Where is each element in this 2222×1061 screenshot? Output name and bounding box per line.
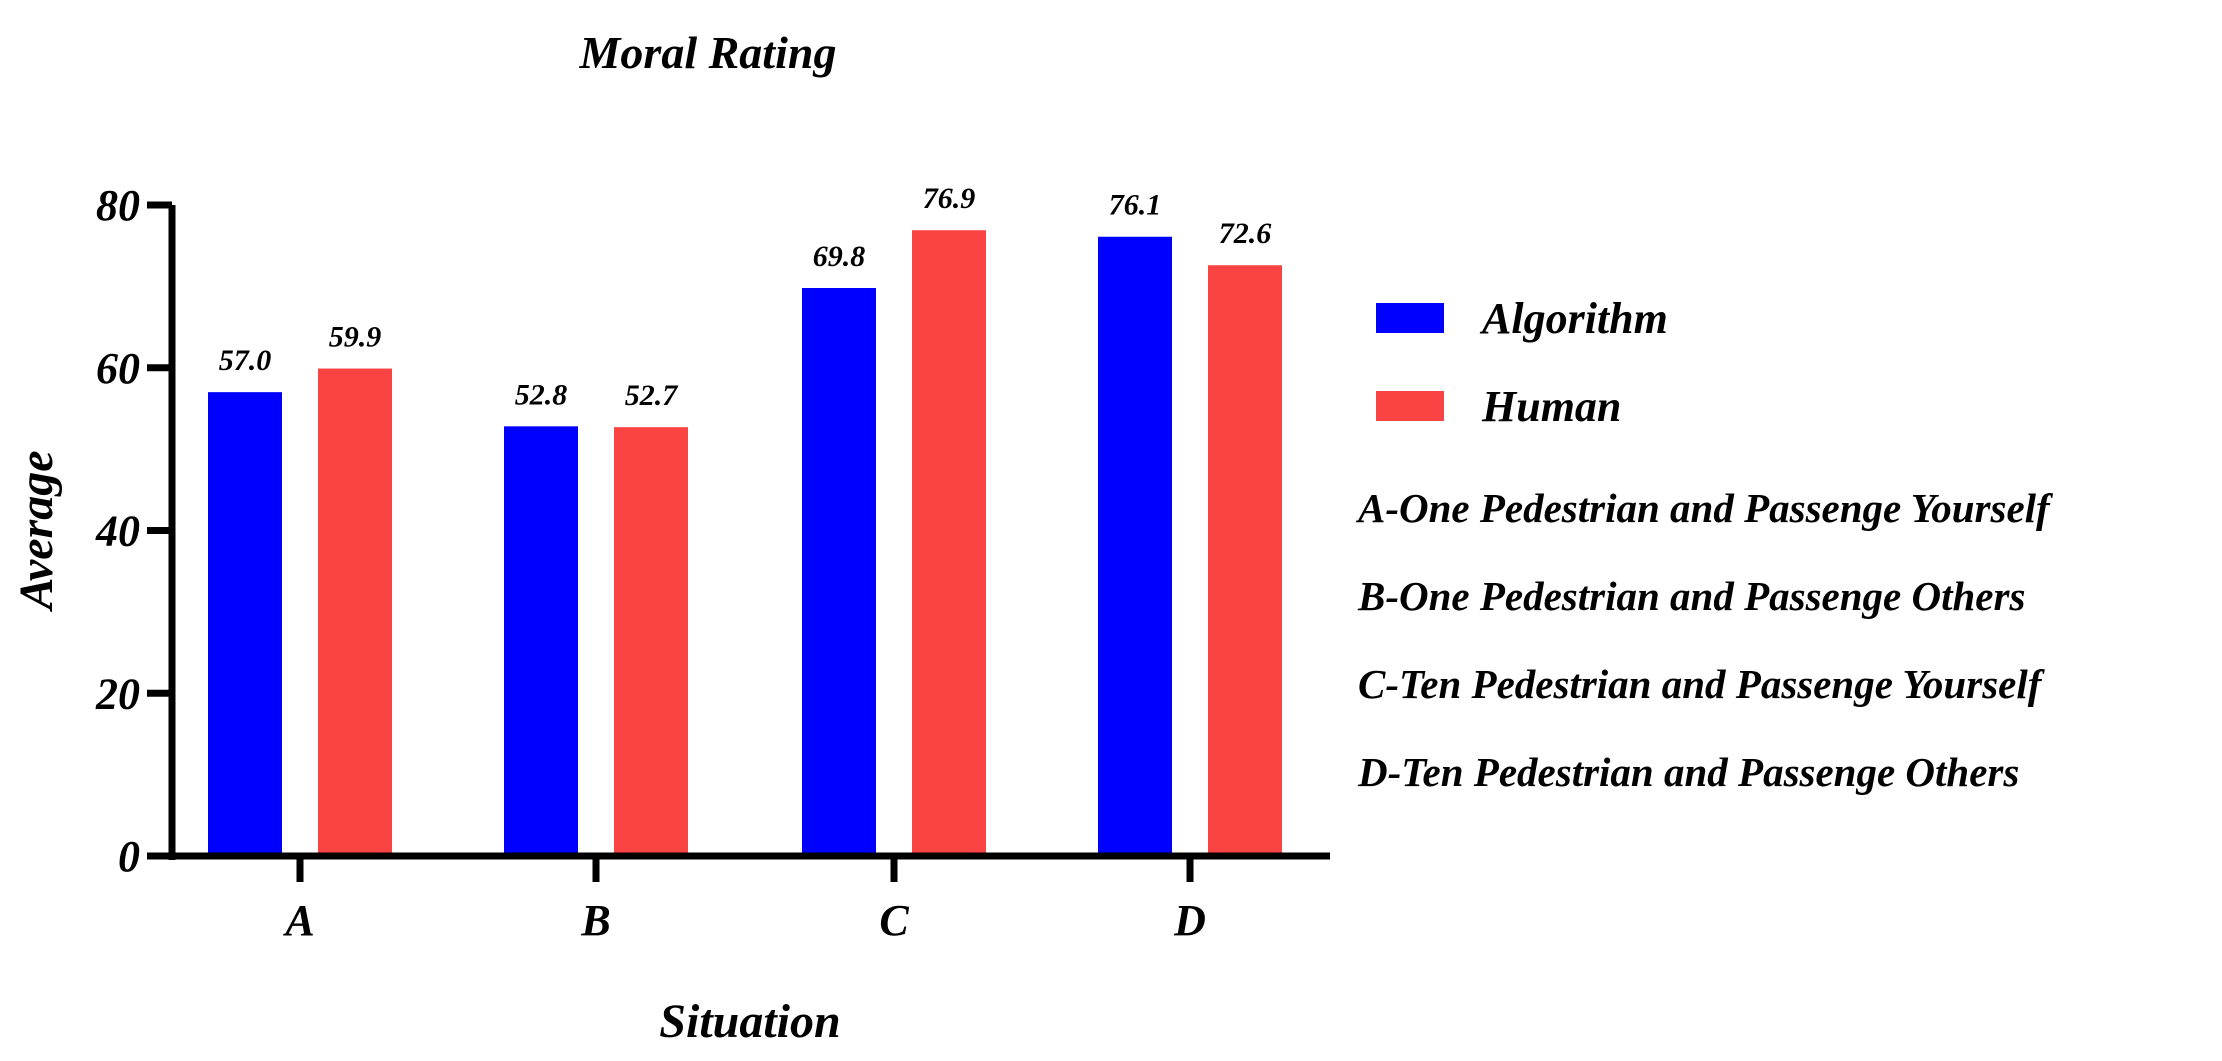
legend: Algorithm Human — [1376, 294, 1668, 431]
x-tick-label: D — [1173, 896, 1206, 945]
bars-layer — [208, 230, 1282, 856]
category-note: C-Ten Pedestrian and Passenge Yourself — [1358, 661, 2046, 707]
y-tick-label: 20 — [95, 669, 140, 718]
chart-title: Moral Rating — [579, 27, 837, 78]
bar-algorithm-b — [504, 426, 578, 856]
y-tick-label: 0 — [118, 832, 140, 881]
legend-swatch-human — [1376, 391, 1444, 421]
y-ticks-layer: 0 20 40 60 80 — [95, 181, 172, 881]
data-label: 69.8 — [813, 240, 866, 273]
x-tick-label: B — [580, 896, 610, 945]
bar-human-b — [614, 427, 688, 856]
bar-human-a — [318, 368, 392, 856]
legend-swatch-algorithm — [1376, 303, 1444, 333]
x-axis-title: Situation — [659, 995, 840, 1048]
data-label: 52.7 — [625, 379, 679, 412]
category-note: A-One Pedestrian and Passenge Yourself — [1355, 485, 2054, 531]
data-label: 59.9 — [329, 321, 382, 354]
bar-algorithm-c — [802, 288, 876, 856]
category-note: B-One Pedestrian and Passenge Others — [1357, 573, 2025, 619]
y-axis-title: Average — [10, 450, 63, 612]
bar-algorithm-a — [208, 392, 282, 856]
x-tick-label: C — [879, 896, 909, 945]
data-label: 72.6 — [1219, 217, 1272, 250]
bar-human-c — [912, 230, 986, 856]
x-tick-label: A — [282, 896, 314, 945]
data-label: 52.8 — [515, 378, 568, 411]
data-label: 76.1 — [1109, 189, 1162, 222]
value-labels-layer: 57.0 59.9 52.8 52.7 69.8 76.9 76.1 72.6 — [219, 182, 1272, 412]
x-ticks-layer: A B C D — [282, 856, 1206, 945]
category-notes: A-One Pedestrian and Passenge Yourself B-… — [1355, 485, 2054, 795]
y-tick-label: 80 — [96, 181, 140, 230]
data-label: 57.0 — [219, 344, 272, 377]
y-tick-label: 60 — [96, 344, 140, 393]
bar-algorithm-d — [1098, 236, 1172, 856]
data-label: 76.9 — [923, 182, 976, 215]
y-tick-label: 40 — [95, 507, 140, 556]
legend-label-algorithm: Algorithm — [1479, 294, 1668, 343]
legend-label-human: Human — [1481, 382, 1621, 431]
bar-human-d — [1208, 265, 1282, 856]
category-note: D-Ten Pedestrian and Passenge Others — [1357, 749, 2019, 795]
